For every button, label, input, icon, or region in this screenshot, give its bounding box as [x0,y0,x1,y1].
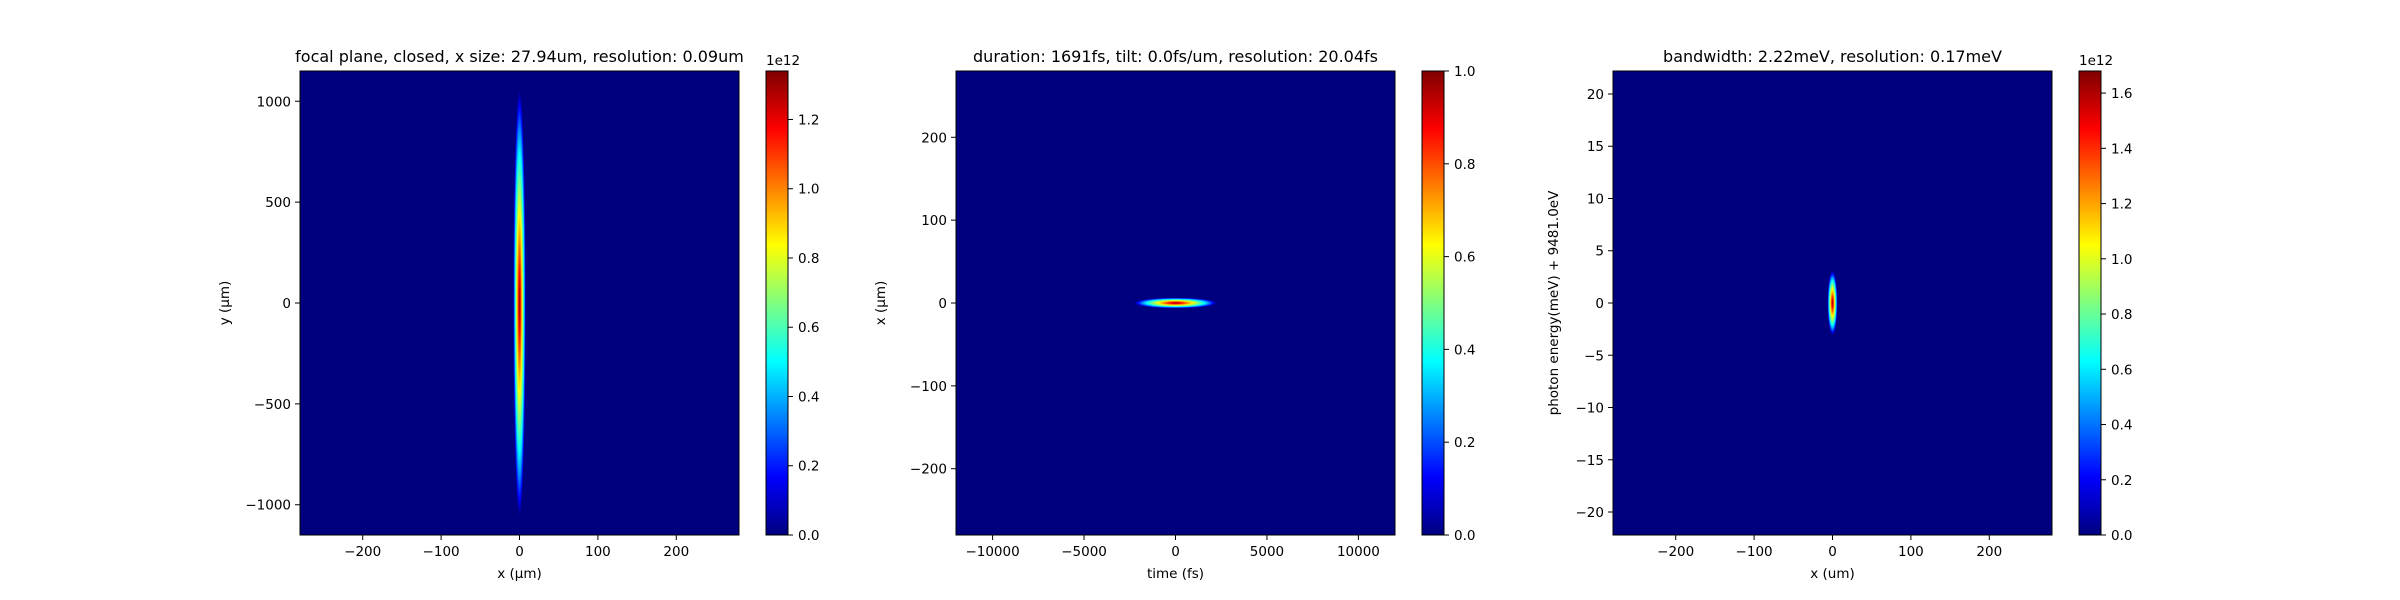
colorbar: 0.0 0.2 0.4 0.6 0.8 1.0 [1421,64,1475,544]
y-axis-label: y (μm) [217,281,233,326]
chart-title: focal plane, closed, x size: 27.94um, re… [295,47,744,66]
colorbar-tick-label: 0.2 [1454,435,1475,451]
x-tick-label: 5000 [1250,544,1284,560]
colorbar-tick-label: 1.6 [2111,86,2132,102]
intensity-spot [513,89,526,517]
x-tick-label: −100 [1736,544,1773,560]
x-tick-label: 0 [1171,544,1180,560]
heatmap-panel-2: −10000 −5000 0 5000 10000 −200 −100 0 100 200 dura… [873,47,1475,582]
colorbar-tick-label: 0.6 [798,320,819,336]
y-tick-label: 10 [1587,191,1604,207]
x-axis-label: time (fs) [1147,566,1204,582]
colorbar-tick-label: 1.4 [2111,141,2132,157]
colorbar-gradient [765,70,789,536]
y-axis-label: x (μm) [873,281,889,326]
y-tick-label: −10 [1576,401,1605,417]
y-tick-label: −5 [1584,348,1604,364]
colorbar-gradient [2078,70,2102,536]
colorbar-gradient [1421,70,1445,536]
x-tick-label: 100 [585,544,611,560]
colorbar-tick-label: 1.0 [2111,252,2132,268]
colorbar: 0.0 0.2 0.4 0.6 0.8 1.0 1.2 1e12 [765,53,819,544]
x-tick-label: 10000 [1337,544,1380,560]
x-tick-label: 200 [663,544,689,560]
x-tick-label: −10000 [965,544,1019,560]
colorbar-tick-label: 1.0 [1454,64,1475,80]
x-tick-label: 100 [1898,544,1924,560]
x-tick-label: −200 [1657,544,1694,560]
x-axis-label: x (um) [1810,566,1855,582]
colorbar-tick-label: 0.0 [1454,528,1475,544]
colorbar-tick-label: 0.4 [798,389,819,405]
colorbar-tick-label: 1.0 [798,182,819,198]
y-tick-label: 0 [282,296,291,312]
y-tick-label: −200 [910,462,947,478]
x-tick-label: 200 [1976,544,2002,560]
colorbar: 0.0 0.2 0.4 0.6 0.8 1.0 1.2 1.4 1.6 1e12 [2078,53,2132,544]
colorbar-tick-label: 0.8 [1454,157,1475,173]
colorbar-tick-label: 1.2 [2111,197,2132,213]
y-tick-label: −20 [1576,505,1605,521]
x-tick-label: 0 [515,544,524,560]
x-tick-label: 0 [1828,544,1837,560]
y-tick-label: 15 [1587,139,1604,155]
chart-title: duration: 1691fs, tilt: 0.0fs/um, resolu… [973,47,1378,66]
y-tick-label: 1000 [257,94,291,110]
intensity-spot [1827,271,1838,335]
colorbar-offset-label: 1e12 [766,53,800,69]
y-tick-label: 500 [265,195,291,211]
intensity-spot [1134,297,1217,309]
colorbar-tick-label: 1.2 [798,112,819,128]
colorbar-tick-label: 0.0 [798,528,819,544]
colorbar-tick-label: 0.4 [1454,342,1475,358]
y-axis-label: photon energy(meV) + 9481.0eV [1546,190,1562,415]
colorbar-tick-label: 0.0 [2111,528,2132,544]
colorbar-tick-label: 0.2 [798,459,819,475]
y-tick-label: −15 [1576,453,1605,469]
y-tick-label: 0 [1595,296,1604,312]
y-tick-label: 5 [1595,244,1604,260]
x-tick-label: −5000 [1061,544,1107,560]
y-tick-label: −500 [254,397,291,413]
colorbar-offset-label: 1e12 [2079,53,2113,69]
x-axis-label: x (μm) [497,566,542,582]
y-tick-label: 0 [938,296,947,312]
x-tick-label: −100 [423,544,460,560]
y-tick-label: 100 [921,213,947,229]
y-tick-label: 20 [1587,87,1604,103]
x-tick-label: −200 [344,544,381,560]
colorbar-tick-label: 0.6 [2111,362,2132,378]
y-tick-label: 200 [921,130,947,146]
colorbar-tick-label: 0.8 [2111,307,2132,323]
chart-title: bandwidth: 2.22meV, resolution: 0.17meV [1663,47,2002,66]
heatmap-panel-3: −200 −100 0 100 200 −20 −15 −10 −5 0 5 10 15 20 bandwi… [1546,47,2132,582]
colorbar-tick-label: 0.4 [2111,418,2132,434]
colorbar-tick-label: 0.6 [1454,250,1475,266]
y-tick-label: −1000 [245,498,291,514]
y-tick-label: −100 [910,379,947,395]
colorbar-tick-label: 0.8 [798,251,819,267]
colorbar-tick-label: 0.2 [2111,473,2132,489]
